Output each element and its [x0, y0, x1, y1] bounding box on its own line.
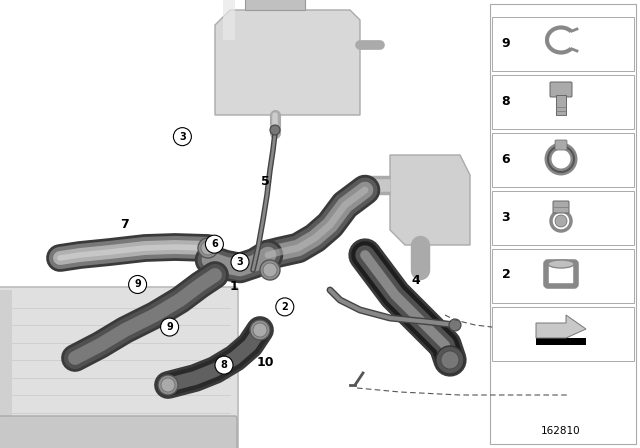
Circle shape — [260, 260, 280, 280]
Circle shape — [161, 318, 179, 336]
Circle shape — [263, 263, 277, 277]
Text: 8: 8 — [221, 360, 227, 370]
Bar — [0, 290, 12, 448]
Text: 4: 4 — [412, 273, 420, 287]
Circle shape — [158, 375, 178, 395]
Circle shape — [198, 238, 218, 258]
Circle shape — [129, 276, 147, 293]
Bar — [490, 4, 636, 444]
Polygon shape — [245, 0, 305, 10]
Circle shape — [173, 128, 191, 146]
FancyBboxPatch shape — [553, 201, 569, 213]
Polygon shape — [215, 10, 360, 115]
Text: 3: 3 — [502, 211, 510, 224]
Text: 3: 3 — [237, 257, 243, 267]
Text: 9: 9 — [502, 36, 510, 49]
Ellipse shape — [548, 260, 574, 268]
Bar — [556, 95, 566, 115]
Bar — [492, 17, 634, 71]
Circle shape — [231, 253, 249, 271]
Text: 1: 1 — [229, 280, 238, 293]
FancyBboxPatch shape — [0, 416, 237, 448]
Text: 10: 10 — [257, 356, 275, 370]
Bar — [492, 133, 634, 187]
Bar — [536, 338, 586, 345]
Circle shape — [250, 320, 270, 340]
Circle shape — [276, 298, 294, 316]
Text: 2: 2 — [502, 268, 510, 281]
FancyBboxPatch shape — [555, 140, 567, 150]
Bar — [492, 191, 634, 245]
Circle shape — [449, 319, 461, 331]
FancyBboxPatch shape — [550, 82, 572, 97]
Bar — [492, 307, 634, 361]
Circle shape — [270, 125, 280, 135]
Text: 7: 7 — [120, 217, 129, 231]
Text: 162810: 162810 — [541, 426, 581, 436]
Polygon shape — [536, 315, 586, 338]
Bar — [492, 249, 634, 303]
Bar — [492, 75, 634, 129]
Circle shape — [215, 356, 233, 374]
Circle shape — [555, 215, 567, 227]
Text: 2: 2 — [282, 302, 288, 312]
Text: 3: 3 — [179, 132, 186, 142]
Circle shape — [161, 378, 175, 392]
Text: 6: 6 — [211, 239, 218, 249]
Circle shape — [201, 241, 215, 255]
Circle shape — [436, 346, 464, 374]
Circle shape — [441, 351, 459, 369]
Text: 9: 9 — [134, 280, 141, 289]
Text: 8: 8 — [502, 95, 510, 108]
FancyBboxPatch shape — [0, 287, 238, 448]
Text: 9: 9 — [166, 322, 173, 332]
Circle shape — [205, 235, 223, 253]
Bar — [223, 0, 235, 40]
Circle shape — [253, 323, 267, 337]
Text: 5: 5 — [261, 175, 270, 188]
Polygon shape — [390, 155, 470, 245]
Text: 6: 6 — [502, 152, 510, 165]
